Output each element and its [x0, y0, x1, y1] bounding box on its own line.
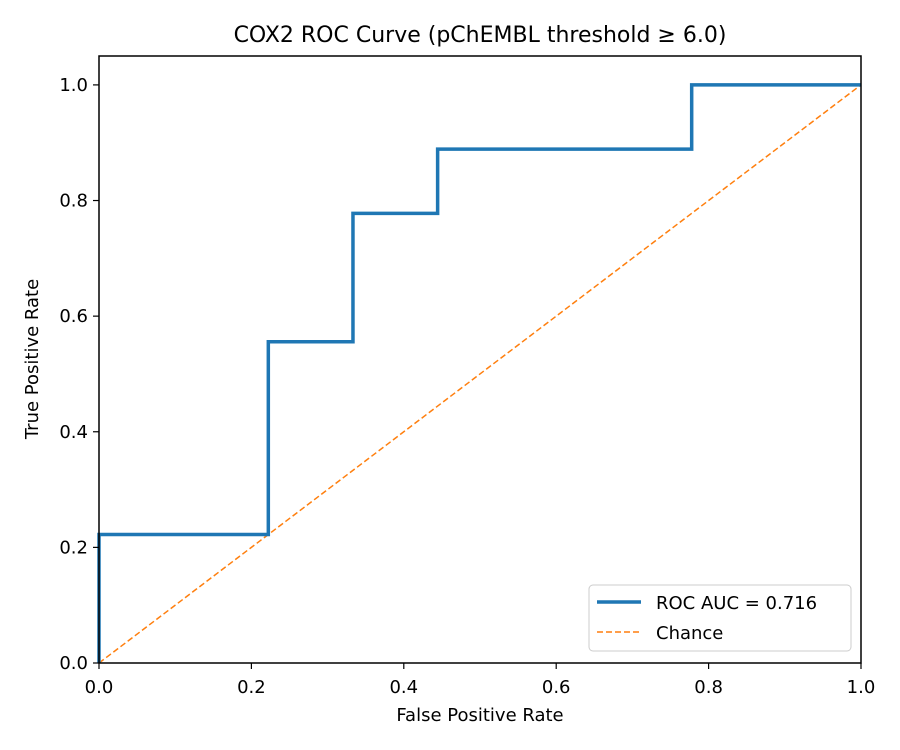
x-tick-label: 0.0	[85, 677, 114, 698]
plot-frame	[98, 55, 862, 664]
x-tick-label: 0.6	[542, 677, 571, 698]
x-axis-label: False Positive Rate	[396, 705, 563, 726]
chance-line	[98, 84, 862, 664]
chart-title: COX2 ROC Curve (pChEMBL threshold ≥ 6.0)	[234, 23, 727, 48]
y-tick-label: 0.0	[59, 653, 88, 674]
y-tick-label: 0.8	[59, 191, 88, 212]
y-tick-label: 1.0	[59, 75, 88, 96]
x-tick-label: 0.4	[389, 677, 418, 698]
y-tick-label: 0.6	[59, 306, 88, 327]
y-axis-label: True Positive Rate	[22, 279, 43, 440]
y-tick-label: 0.4	[59, 422, 88, 443]
x-tick-label: 0.8	[694, 677, 723, 698]
x-axis-ticks: 0.0 0.2 0.4 0.6 0.8 1.0	[85, 663, 876, 698]
x-tick-label: 1.0	[847, 677, 876, 698]
x-tick-label: 0.2	[237, 677, 266, 698]
legend-box	[588, 584, 852, 652]
legend-label-chance: Chance	[656, 623, 723, 644]
legend-label-roc: ROC AUC = 0.716	[656, 593, 817, 614]
plot-background	[99, 56, 861, 663]
legend: ROC AUC = 0.716 Chance	[588, 584, 852, 652]
y-axis-ticks: 0.0 0.2 0.4 0.6 0.8 1.0	[59, 75, 99, 674]
y-tick-label: 0.2	[59, 537, 88, 558]
plot-area	[97, 55, 862, 664]
